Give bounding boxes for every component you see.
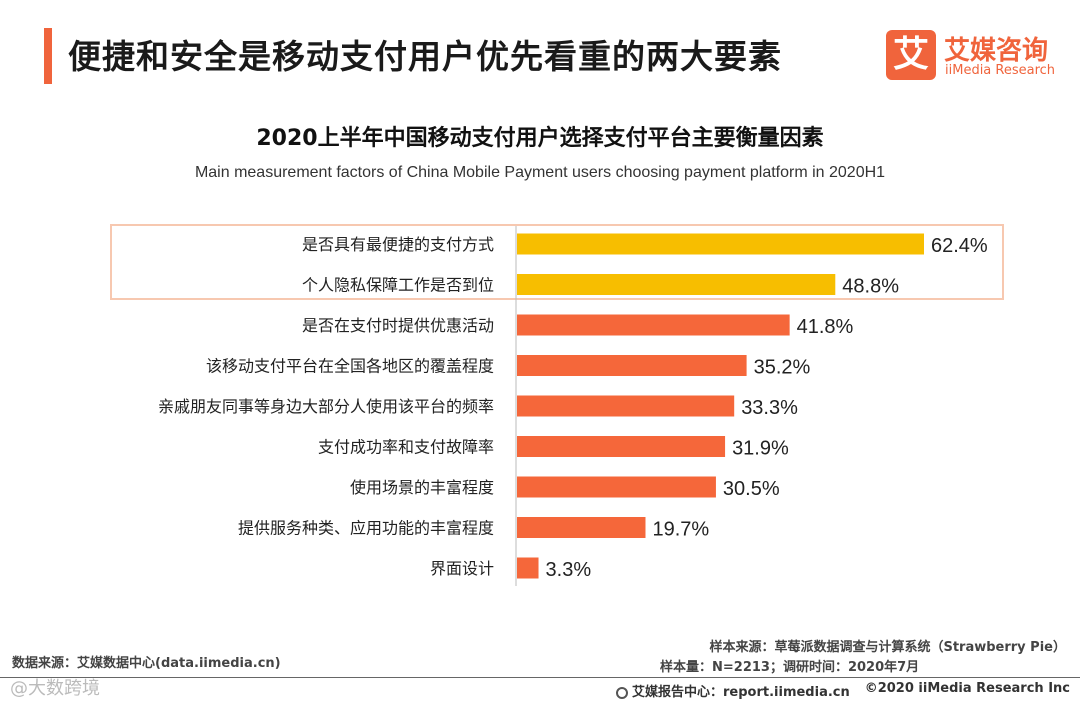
category-label: 亲戚朋友同事等身边大部分人使用该平台的频率 (158, 397, 494, 416)
report-center-text: 艾媒报告中心：report.iimedia.cn (632, 685, 850, 700)
data-label: 31.9% (732, 438, 789, 460)
globe-icon (616, 687, 628, 699)
category-label: 是否具有最便捷的支付方式 (302, 235, 494, 254)
footer-divider (0, 677, 1080, 678)
data-label: 3.3% (546, 559, 592, 581)
category-label: 支付成功率和支付故障率 (318, 438, 494, 457)
data-label: 19.7% (652, 519, 709, 541)
chart-subtitle: Main measurement factors of China Mobile… (194, 164, 886, 181)
bar (517, 557, 539, 579)
report-center: 艾媒报告中心：report.iimedia.cn (616, 681, 850, 700)
bar (517, 395, 735, 417)
bar-chart: 是否具有最便捷的支付方式 62.4% 个人隐私保障工作是否到位 48.8% 是否在支付时… (158, 226, 988, 586)
data-label: 48.8% (842, 276, 899, 298)
category-label: 该移动支付平台在全国各地区的覆盖程度 (206, 357, 494, 376)
bar (517, 476, 716, 498)
category-label: 是否在支付时提供优惠活动 (302, 316, 494, 335)
logo-cn-text: 艾媒咨询 (944, 36, 1049, 66)
bar (517, 436, 726, 457)
sample-size: 样本量：N=2213；调研时间：2020年7月 (660, 660, 920, 675)
data-label: 30.5% (723, 478, 780, 500)
bar (517, 517, 646, 538)
category-label: 提供服务种类、应用功能的丰富程度 (238, 519, 494, 538)
highlight-box (110, 224, 1004, 300)
logo-en-text: iiMedia Research (945, 63, 1056, 78)
data-label: 35.2% (754, 357, 811, 379)
category-label: 使用场景的丰富程度 (350, 478, 494, 497)
chart-title: 2020上半年中国移动支付用户选择支付平台主要衡量因素 (256, 126, 824, 151)
data-label: 33.3% (741, 397, 798, 419)
sample-source: 样本来源：草莓派数据调查与计算系统（Strawberry Pie） (709, 640, 1066, 655)
watermark: @大数跨境 (10, 678, 100, 699)
title-accent-bar (44, 28, 52, 84)
bar (517, 233, 924, 255)
data-source: 数据来源：艾媒数据中心(data.iimedia.cn) (12, 656, 281, 671)
logo-glyph-icon: 艾 (886, 30, 936, 80)
category-label: 界面设计 (430, 559, 494, 578)
copyright: ©2020 iiMedia Research Inc (864, 681, 1070, 696)
category-label: 个人隐私保障工作是否到位 (302, 276, 494, 295)
data-label: 41.8% (797, 316, 854, 338)
page-title: 便捷和安全是移动支付用户优先看重的两大要素 (68, 37, 782, 76)
bar (517, 314, 790, 336)
bar (517, 355, 747, 376)
bar (517, 274, 836, 295)
iimedia-logo: 艾 艾媒咨询 iiMedia Research (886, 28, 1064, 84)
data-label: 62.4% (931, 235, 988, 257)
